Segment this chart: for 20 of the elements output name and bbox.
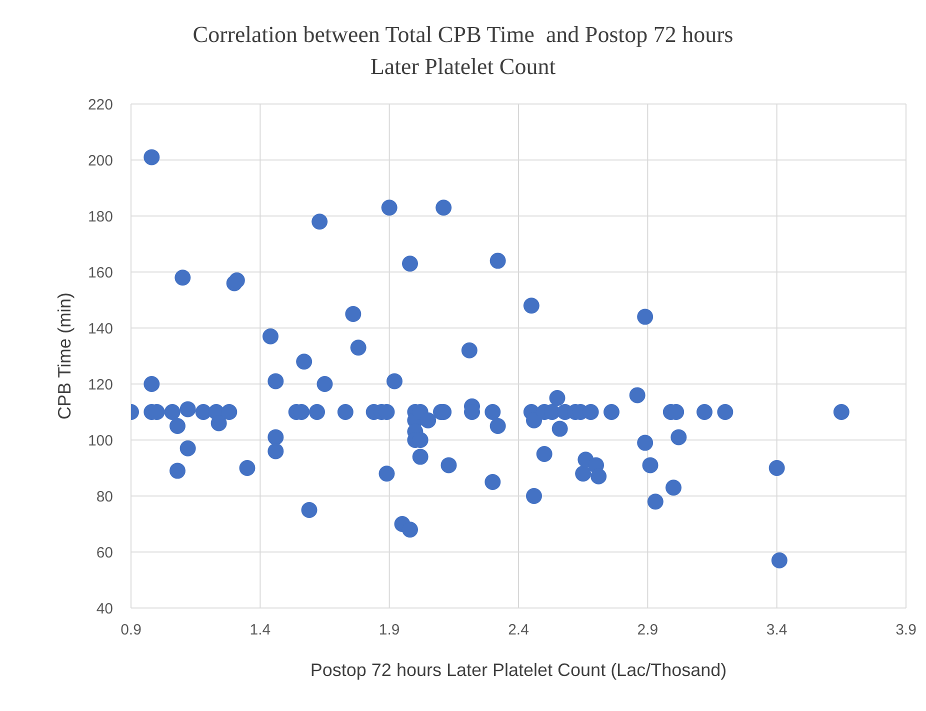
y-tick-label: 60 bbox=[96, 544, 113, 562]
x-tick-label: 1.4 bbox=[250, 622, 271, 639]
y-tick-label: 120 bbox=[88, 376, 113, 394]
y-axis-title: CPB Time (min) bbox=[54, 292, 74, 420]
y-tick-label: 40 bbox=[96, 600, 113, 618]
y-tick-label: 80 bbox=[96, 488, 113, 506]
x-tick-label: 0.9 bbox=[120, 622, 142, 639]
x-tick-label: 3.9 bbox=[896, 622, 916, 639]
y-tick-label: 220 bbox=[88, 96, 113, 114]
x-tick-label: 2.9 bbox=[637, 622, 658, 639]
y-tick-label: 100 bbox=[88, 432, 113, 450]
y-tick-label: 140 bbox=[88, 320, 113, 338]
chart-title: Correlation between Total CPB Time and Postop 72 hours Later Platelet Count bbox=[192, 20, 734, 80]
y-tick-label: 200 bbox=[88, 152, 113, 170]
y-tick-label: 160 bbox=[88, 264, 113, 282]
y-tick-label: 180 bbox=[88, 208, 113, 226]
x-tick-label: 2.4 bbox=[508, 622, 529, 639]
x-axis-title: Postop 72 hours Later Platelet Count (Lac/Thosand) bbox=[310, 660, 727, 680]
x-tick-label: 3.4 bbox=[766, 622, 788, 639]
x-tick-label: 1.9 bbox=[378, 622, 400, 639]
